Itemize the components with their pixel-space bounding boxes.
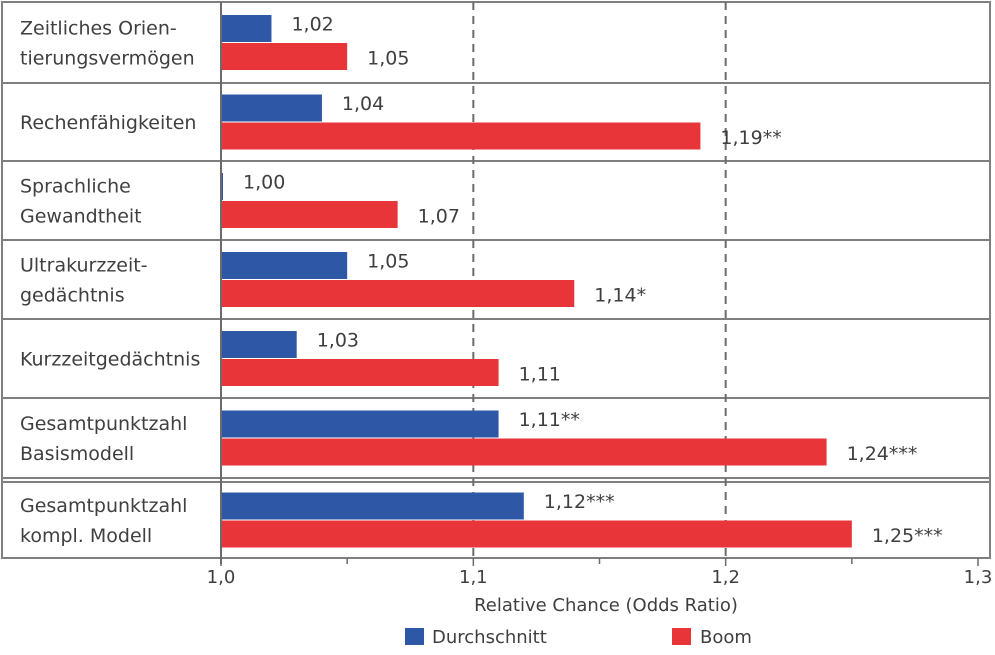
- category-label: Zeitliches Orien-tierungsvermögen: [20, 18, 195, 70]
- bar-durchschnitt: [221, 410, 499, 438]
- bar-boom: [221, 359, 499, 386]
- bar-durchschnitt: [221, 15, 272, 42]
- legend-swatch: [405, 628, 424, 645]
- category-label: Gesamtpunktzahl kompl. Modell: [20, 495, 187, 547]
- data-label: 1,05: [367, 48, 409, 70]
- category-label: Sprachliche Gewandtheit: [20, 176, 142, 228]
- category-label: Kurzzeitgedächtnis: [20, 349, 200, 371]
- bars: 1,02 1,05 1,04 1,19** 1,00 1,07 1,05 1,14* 1,03 1…: [221, 14, 943, 548]
- data-label: 1,04: [342, 93, 384, 115]
- data-label: 1,14*: [594, 285, 646, 307]
- bar-boom: [221, 520, 852, 548]
- legend: Durchschnitt Boom: [405, 627, 752, 648]
- bar-durchschnitt: [221, 94, 322, 122]
- x-axis: 1,0 1,1 1,2 1,3: [207, 2, 993, 588]
- bar-boom: [221, 43, 348, 70]
- data-label: 1,02: [291, 14, 333, 36]
- bar-boom: [221, 122, 701, 150]
- x-tick-label: 1,3: [964, 567, 993, 588]
- category-rows: Zeitliches Orien-tierungsvermögen Rechenf…: [1, 1, 991, 559]
- bar-durchschnitt: [221, 492, 524, 520]
- bar-boom: [221, 280, 575, 307]
- data-label: 1,07: [418, 206, 460, 228]
- data-label: 1,25***: [872, 525, 943, 547]
- category-label: Ultrakurzzeit-gedächtnis: [20, 255, 148, 307]
- legend-label: Boom: [700, 627, 752, 648]
- data-label: 1,24***: [847, 443, 918, 465]
- x-axis-title: Relative Chance (Odds Ratio): [474, 595, 738, 616]
- x-tick-label: 1,2: [711, 567, 740, 588]
- data-label: 1,00: [243, 172, 285, 194]
- category-label: Gesamtpunktzahl Basismodell: [20, 413, 187, 465]
- legend-label: Durchschnitt: [432, 627, 547, 648]
- x-tick-label: 1,1: [459, 567, 488, 588]
- data-label: 1,19**: [720, 127, 781, 149]
- data-label: 1,11**: [519, 409, 580, 431]
- data-label: 1,05: [367, 251, 409, 273]
- data-label: 1,11: [519, 364, 561, 386]
- x-tick-label: 1,0: [207, 567, 236, 588]
- category-label: Rechenfähigkeiten: [20, 112, 196, 134]
- bar-durchschnitt: [221, 252, 348, 279]
- legend-swatch: [672, 628, 691, 645]
- data-label: 1,03: [317, 330, 359, 352]
- bar-boom: [221, 201, 398, 228]
- chart-frame: [1, 1, 991, 559]
- bar-boom: [221, 438, 827, 466]
- data-label: 1,12***: [544, 491, 615, 513]
- bar-durchschnitt: [221, 331, 297, 358]
